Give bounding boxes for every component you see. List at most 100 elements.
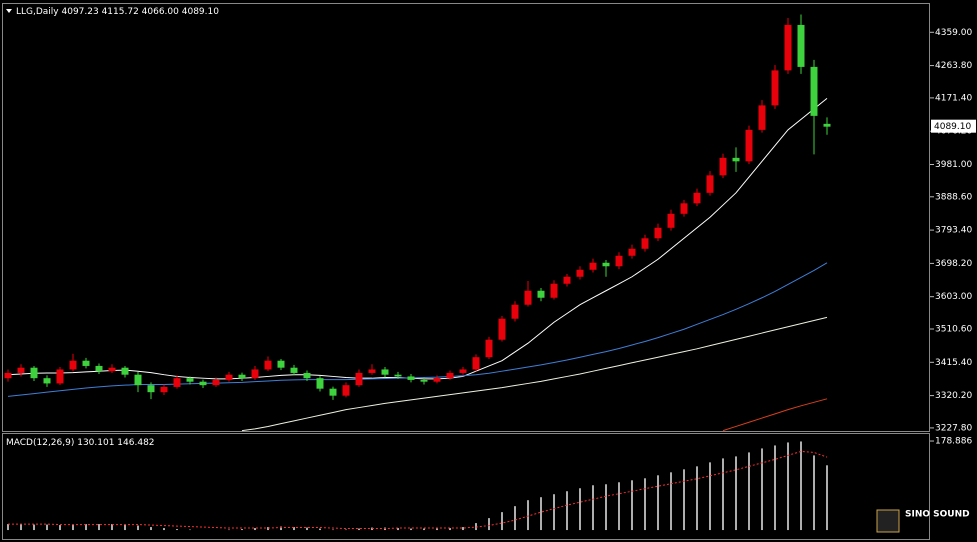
macd-header: MACD(12,26,9) 130.101 146.482 (6, 438, 155, 448)
candle-body (537, 290, 545, 298)
logo-badge (876, 509, 900, 533)
chart-header-part: 4089.10 (179, 7, 219, 17)
candle-body (43, 378, 51, 384)
candle-body (56, 369, 64, 384)
y-tick-label: 3320.20 (935, 391, 972, 401)
macd-pane-frame (2, 433, 930, 540)
last-price-box (931, 119, 976, 133)
y-tick-label: 3227.80 (935, 423, 972, 433)
candle-body (277, 360, 285, 368)
y-tick-label: 3510.60 (935, 325, 972, 335)
chart-header-part: 4066.00 (139, 7, 179, 17)
candle-body (355, 372, 363, 386)
candle-body (771, 70, 779, 106)
candle-body (420, 379, 428, 382)
y-tick-label: 178.886 (935, 437, 972, 447)
candle-body (433, 378, 441, 382)
candle-body (589, 262, 597, 270)
candle-body (82, 360, 90, 366)
candle-body (498, 318, 506, 340)
moving-average (7, 262, 828, 397)
candle-body (17, 367, 25, 373)
candle-body (823, 123, 831, 127)
candle-body (654, 227, 662, 239)
candle-body (693, 192, 701, 204)
candle-body (4, 372, 12, 379)
macd-header-part: 130.101 (74, 438, 114, 448)
moving-average (241, 316, 828, 432)
candle-body (30, 367, 38, 379)
candle-body (407, 376, 415, 380)
candle-body (745, 129, 753, 162)
candle-body (680, 203, 688, 214)
logo-text: SINO SOUND (905, 510, 970, 520)
candle-body (212, 379, 220, 386)
y-tick-label: 3981.00 (935, 160, 972, 170)
candle-body (186, 378, 194, 382)
candle-body (316, 378, 324, 389)
y-tick-label: 3415.40 (935, 358, 972, 368)
candle-body (199, 381, 207, 386)
chart-header-part: 4097.23 (59, 7, 99, 17)
y-tick-label: 3888.60 (935, 192, 972, 202)
y-tick-label: 3603.00 (935, 292, 972, 302)
macd-header-part: 146.482 (114, 438, 154, 448)
moving-average (722, 398, 828, 432)
y-tick-label: 4263.80 (935, 61, 972, 71)
candle-body (524, 290, 532, 305)
candle-body (550, 283, 558, 298)
moving-average (7, 97, 828, 380)
candle-body (615, 255, 623, 267)
candle-body (563, 276, 571, 284)
chart-header-part: LLG,Daily (16, 7, 59, 17)
candle-body (732, 157, 740, 162)
y-tick-label: 3793.40 (935, 226, 972, 236)
candle-body (225, 374, 233, 380)
main-pane-frame (2, 3, 930, 432)
candle-body (719, 157, 727, 176)
candle-body (108, 367, 116, 372)
candle-body (446, 372, 454, 379)
chart-header-part: 4115.72 (99, 7, 139, 17)
candle-body (329, 388, 337, 396)
candle-body (290, 367, 298, 373)
y-tick-label: 4359.00 (935, 28, 972, 38)
candle-body (251, 369, 259, 379)
signal-line (8, 450, 828, 530)
candle-body (602, 262, 610, 267)
candle-body (381, 369, 389, 375)
chart-header: LLG,Daily 4097.23 4115.72 4066.00 4089.1… (16, 7, 219, 17)
candle-body (95, 365, 103, 372)
candle-body (641, 238, 649, 249)
menu-arrow[interactable] (6, 9, 12, 13)
candle-body (511, 304, 519, 319)
candle-body (758, 105, 766, 130)
candle-body (576, 269, 584, 277)
last-price-label: 4089.10 (934, 122, 971, 132)
candle-body (667, 213, 675, 228)
candle-body (810, 66, 818, 116)
candle-body (134, 374, 142, 386)
candle-body (472, 357, 480, 370)
candle-body (784, 24, 792, 71)
candle-body (342, 385, 350, 396)
candle-body (173, 378, 181, 387)
candle-body (368, 369, 376, 373)
candle-body (303, 372, 311, 379)
candle-body (69, 360, 77, 370)
candle-body (628, 248, 636, 256)
candle-body (147, 385, 155, 393)
y-tick-label: 4171.40 (935, 93, 972, 103)
plot: 4359.004263.804171.404076.203981.003888.… (4, 7, 976, 533)
candle-body (459, 369, 467, 373)
candle-body (238, 374, 246, 379)
candle-body (706, 175, 714, 193)
candle-body (394, 374, 402, 377)
macd-header-part: MACD(12,26,9) (6, 438, 74, 448)
candle-body (264, 360, 272, 370)
candle-body (121, 367, 129, 375)
y-tick-label: 3698.20 (935, 259, 972, 269)
candle-body (797, 24, 805, 67)
